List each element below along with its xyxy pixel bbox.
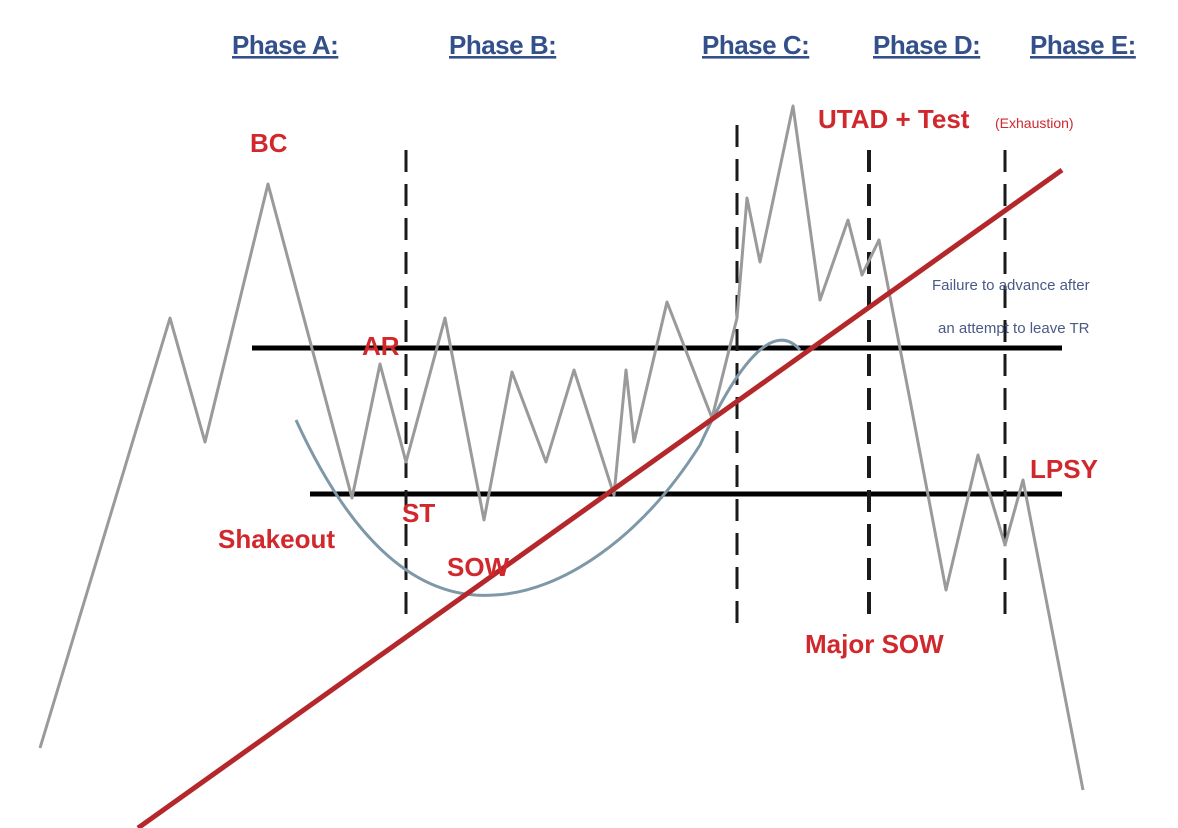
price-path	[38, 104, 1085, 791]
phase-a-label: Phase A:	[232, 30, 338, 60]
lpsy-label: LPSY	[1030, 454, 1098, 484]
bc-label: BC	[250, 128, 288, 158]
st-label: ST	[402, 498, 435, 528]
shakeout-label: Shakeout	[218, 524, 335, 554]
accumulation-curve	[294, 338, 802, 597]
note-line-1: Failure to advance after	[932, 277, 1090, 294]
sow-label: SOW	[447, 552, 510, 582]
phase-c-label: Phase C:	[702, 30, 809, 60]
phase-d-label: Phase D:	[873, 30, 980, 60]
trend-line	[136, 167, 1064, 828]
utad-test-label: UTAD + Test	[818, 104, 970, 134]
major-sow-label: Major SOW	[805, 629, 944, 659]
note-line-2: an attempt to leave TR	[938, 320, 1090, 337]
phase-b-label: Phase B:	[449, 30, 556, 60]
ar-label: AR	[362, 331, 400, 361]
phase-e-label: Phase E:	[1030, 30, 1136, 60]
utad-exhaustion-label: (Exhaustion)	[995, 115, 1074, 131]
